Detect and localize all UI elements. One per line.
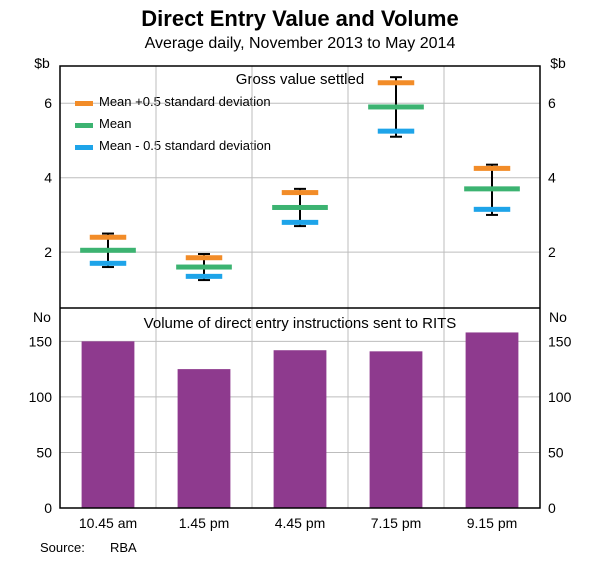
bottom-ytick-left: 100: [29, 389, 53, 405]
legend-swatch: [75, 101, 93, 106]
bottom-ytick-right: 50: [548, 444, 564, 460]
top-panel-title: Gross value settled: [236, 71, 364, 88]
volume-bar: [82, 341, 135, 508]
legend-label: Mean: [99, 116, 132, 131]
chart-subtitle: Average daily, November 2013 to May 2014: [145, 35, 456, 52]
volume-bar: [274, 350, 327, 508]
top-ytick-left: 4: [44, 170, 52, 186]
x-category-label: 1.45 pm: [179, 515, 230, 531]
top-ytick-right: 2: [548, 244, 556, 260]
x-category-label: 4.45 pm: [275, 515, 326, 531]
marker-upper: [474, 166, 510, 171]
marker-lower: [90, 261, 126, 266]
x-category-label: 7.15 pm: [371, 515, 422, 531]
x-category-label: 10.45 am: [79, 515, 137, 531]
marker-lower: [186, 274, 222, 279]
source-label: Source:: [40, 540, 85, 555]
volume-bar: [178, 369, 231, 508]
legend-swatch: [75, 123, 93, 128]
bottom-y-label-left: No: [33, 309, 51, 325]
bottom-ytick-left: 150: [29, 333, 53, 349]
legend-label: Mean - 0.5 standard deviation: [99, 138, 271, 153]
bottom-y-label-right: No: [549, 309, 567, 325]
marker-upper: [378, 80, 414, 85]
marker-upper: [90, 235, 126, 240]
volume-bar: [370, 351, 423, 508]
marker-upper: [282, 190, 318, 195]
top-ytick-left: 6: [44, 95, 52, 111]
marker-lower: [474, 207, 510, 212]
marker-mean: [464, 186, 520, 191]
chart-container: Direct Entry Value and Volume Average dai…: [0, 0, 600, 569]
bottom-panel-title: Volume of direct entry instructions sent…: [144, 315, 457, 332]
top-ytick-left: 2: [44, 244, 52, 260]
marker-mean: [176, 265, 232, 270]
top-ytick-right: 6: [548, 95, 556, 111]
legend-swatch: [75, 145, 93, 150]
marker-mean: [272, 205, 328, 210]
top-y-label-right: $b: [550, 55, 566, 71]
bottom-ytick-right: 0: [548, 500, 556, 516]
marker-lower: [378, 129, 414, 134]
source-value: RBA: [110, 540, 137, 555]
legend-label: Mean +0.5 standard deviation: [99, 94, 271, 109]
marker-lower: [282, 220, 318, 225]
marker-upper: [186, 255, 222, 260]
bottom-ytick-left: 0: [44, 500, 52, 516]
bottom-ytick-right: 150: [548, 333, 572, 349]
marker-mean: [80, 248, 136, 253]
bottom-ytick-right: 100: [548, 389, 572, 405]
chart-svg: Direct Entry Value and Volume Average dai…: [0, 0, 600, 569]
marker-mean: [368, 104, 424, 109]
chart-title: Direct Entry Value and Volume: [141, 6, 458, 31]
volume-bar: [466, 332, 519, 508]
top-y-label-left: $b: [34, 55, 50, 71]
x-category-label: 9.15 pm: [467, 515, 518, 531]
bottom-ytick-left: 50: [36, 444, 52, 460]
top-ytick-right: 4: [548, 170, 556, 186]
